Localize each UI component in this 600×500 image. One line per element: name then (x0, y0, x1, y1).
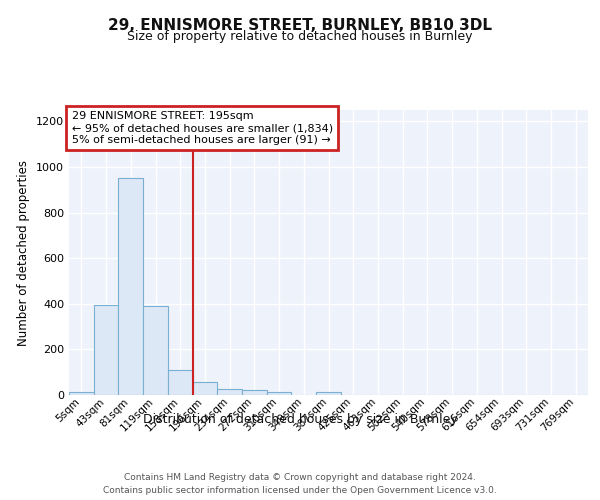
Text: Contains public sector information licensed under the Open Government Licence v3: Contains public sector information licen… (103, 486, 497, 495)
Bar (316, 392, 341, 395)
Bar (242, 390, 267, 395)
Bar (69, 392, 94, 395)
Bar (267, 392, 292, 395)
Text: Contains HM Land Registry data © Crown copyright and database right 2024.: Contains HM Land Registry data © Crown c… (124, 472, 476, 482)
Bar (217, 390, 242, 395)
Text: Size of property relative to detached houses in Burnley: Size of property relative to detached ho… (127, 30, 473, 43)
Bar (168, 370, 193, 395)
Bar (118, 178, 143, 395)
Text: Distribution of detached houses by size in Burnley: Distribution of detached houses by size … (143, 412, 457, 426)
Bar (143, 306, 168, 395)
Bar (94, 305, 118, 395)
Bar (193, 382, 217, 395)
Text: 29, ENNISMORE STREET, BURNLEY, BB10 3DL: 29, ENNISMORE STREET, BURNLEY, BB10 3DL (108, 18, 492, 32)
Text: 29 ENNISMORE STREET: 195sqm
← 95% of detached houses are smaller (1,834)
5% of s: 29 ENNISMORE STREET: 195sqm ← 95% of det… (71, 112, 333, 144)
Y-axis label: Number of detached properties: Number of detached properties (17, 160, 31, 346)
